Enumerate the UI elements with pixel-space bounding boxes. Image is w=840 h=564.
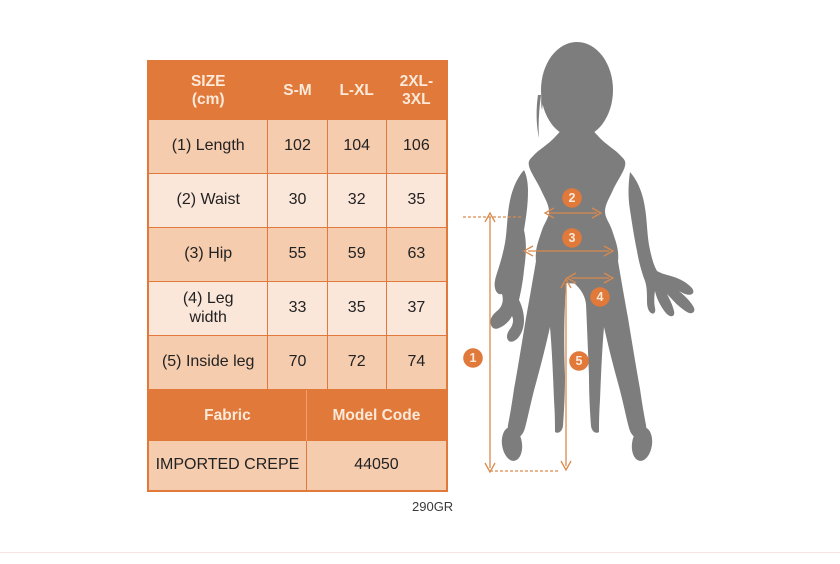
svg-text:5: 5	[576, 354, 583, 368]
svg-text:2: 2	[569, 191, 576, 205]
svg-text:1: 1	[470, 351, 477, 365]
svg-text:4: 4	[597, 290, 604, 304]
svg-text:3: 3	[569, 231, 576, 245]
